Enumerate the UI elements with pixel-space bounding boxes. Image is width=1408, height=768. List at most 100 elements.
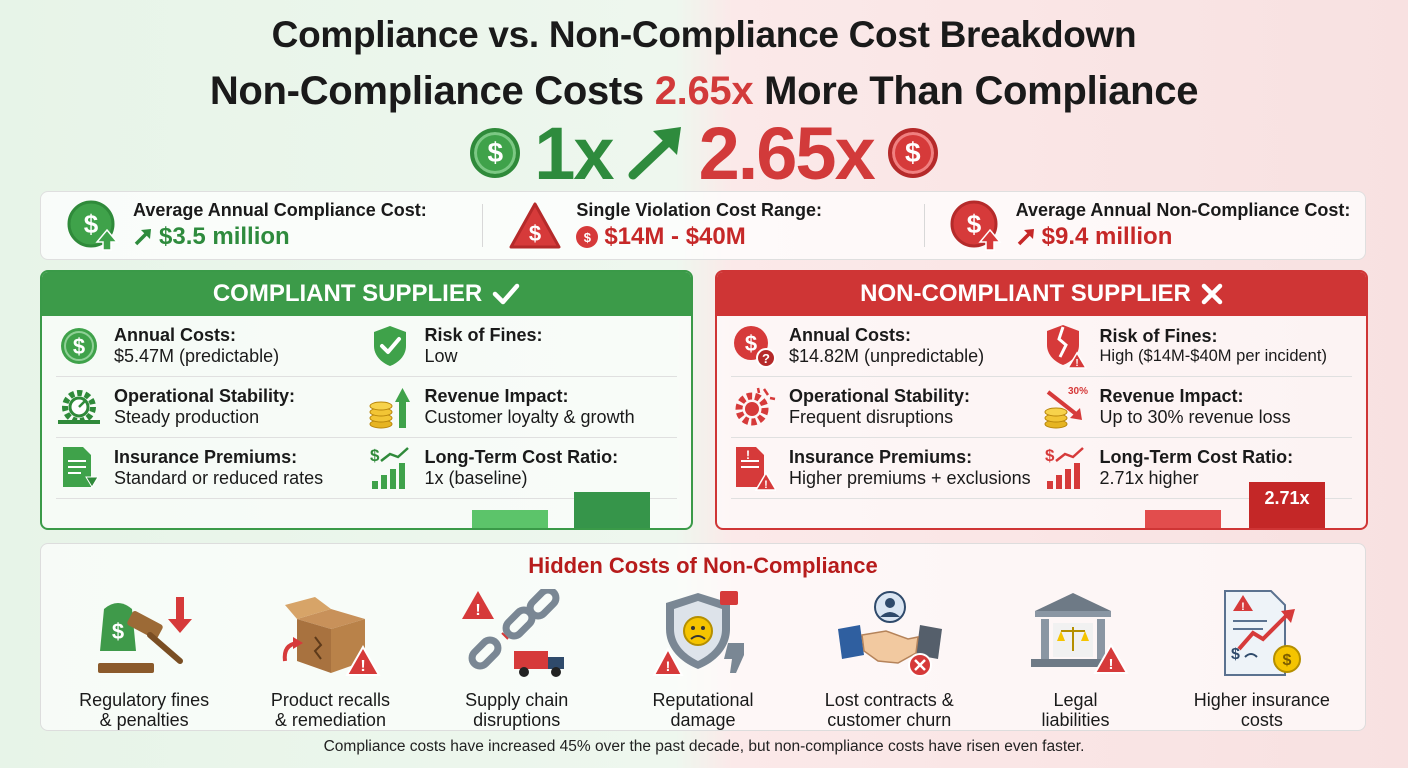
item-value: Customer loyalty & growth — [424, 407, 635, 427]
item-label: Insurance Premiums: — [114, 447, 298, 467]
sad-shield-thumbs-down-icon: ! — [648, 586, 758, 682]
growth-chart-icon: $ — [367, 445, 413, 491]
item-value: $5.47M (predictable) — [114, 346, 280, 366]
item-value: Higher premiums + exclusions — [789, 468, 1031, 488]
gear-gauge-icon — [56, 387, 102, 427]
svg-text:!: ! — [361, 658, 366, 675]
hidden-cost-caption: Regulatory fines & penalties — [79, 690, 210, 730]
dollar-coin-icon: $ — [470, 128, 521, 178]
footnote: Compliance costs have increased 45% over… — [323, 738, 1085, 755]
item-label: Risk of Fines: — [424, 325, 543, 345]
svg-text:$: $ — [1231, 646, 1240, 663]
stat-compliance-cost: $ Average Annual Compliance Cost: $3.5 m… — [41, 192, 482, 259]
hidden-cost-caption: Legal liabilities — [1041, 690, 1110, 730]
svg-text:!: ! — [1108, 656, 1113, 673]
up-arrow-icon — [134, 229, 151, 246]
item-insurance-premiums: !! Insurance Premiums: Higher premiums + … — [731, 438, 1042, 498]
svg-text:!: ! — [1075, 358, 1078, 369]
svg-text:30%: 30% — [1068, 386, 1088, 397]
item-label: Revenue Impact: — [424, 386, 569, 406]
panel-row: !! Insurance Premiums: Higher premiums + … — [731, 438, 1352, 499]
stat-value-text: $3.5 million — [159, 223, 290, 250]
item-label: Long-Term Cost Ratio: — [424, 447, 619, 467]
item-label: Revenue Impact: — [1099, 386, 1244, 406]
subtitle-highlight: 2.65x — [654, 69, 754, 113]
broken-chain-truck-icon: ! — [461, 586, 572, 682]
svg-text:$: $ — [370, 446, 380, 465]
hidden-cost-caption: Reputational damage — [652, 690, 754, 730]
broken-shield-icon: ! — [1042, 323, 1088, 369]
subtitle-post: More Than Compliance — [753, 69, 1199, 113]
gavel-moneybag-icon: $ — [84, 586, 204, 682]
stat-value: $ $14M - $40M — [576, 223, 822, 251]
hidden-cost-caption: Supply chain disruptions — [465, 690, 569, 730]
svg-text:!: ! — [475, 602, 480, 619]
document-warning-icon: !! — [731, 445, 777, 491]
dollar-circle-icon: $ — [56, 326, 102, 366]
item-value: Low — [424, 346, 458, 366]
ratio-bar-label: 2.71x — [1264, 488, 1310, 508]
item-annual-costs: $ Annual Costs: $5.47M (predictable) — [56, 316, 367, 376]
svg-text:!: ! — [1241, 601, 1245, 613]
hidden-costs-title: Hidden Costs of Non-Compliance — [528, 553, 878, 578]
item-operational-stability: Operational Stability: Steady production — [56, 377, 367, 437]
hidden-costs-section: Hidden Costs of Non-Compliance $ Regulat… — [40, 543, 1366, 731]
item-value: 2.71x higher — [1099, 468, 1199, 488]
panel-row: $ Annual Costs: $5.47M (predictable) Risk… — [56, 316, 677, 377]
shield-check-icon — [367, 324, 413, 368]
item-value: High ($14M-$40M per incident) — [1099, 347, 1327, 365]
coins-arrow-up-icon — [367, 384, 413, 430]
x-mark-icon — [1201, 283, 1223, 305]
svg-text:!: ! — [746, 448, 750, 462]
svg-text:!: ! — [666, 658, 671, 674]
hidden-cost-item: Lost contracts & customer churn — [799, 586, 979, 730]
courthouse-scales-icon: ! — [1021, 586, 1131, 682]
compliance-multiplier: 1x — [534, 111, 614, 195]
dollar-up-icon: $ — [67, 200, 119, 251]
item-label: Annual Costs: — [789, 325, 912, 345]
panel-row: $? Annual Costs: $14.82M (unpredictable) … — [731, 316, 1352, 377]
hidden-cost-item: ! Reputational damage — [613, 586, 793, 730]
item-value: Standard or reduced rates — [114, 468, 324, 488]
panel-grid: $ Annual Costs: $5.47M (predictable) Risk… — [42, 316, 691, 528]
dollar-question-icon: $? — [731, 324, 777, 368]
growth-chart-icon: $ — [1042, 445, 1088, 491]
panel-row: Insurance Premiums: Standard or reduced r… — [56, 438, 677, 499]
item-label: Operational Stability: — [789, 386, 971, 406]
hidden-cost-caption: Lost contracts & customer churn — [824, 690, 954, 730]
panel-title: COMPLIANT SUPPLIER — [212, 280, 483, 307]
multiplier-banner: $ 1x 2.65x $ — [0, 111, 1408, 195]
item-annual-costs: $? Annual Costs: $14.82M (unpredictable) — [731, 316, 1042, 376]
stats-bar: $ Average Annual Compliance Cost: $3.5 m… — [40, 191, 1366, 260]
stat-value-text: $14M - $40M — [604, 223, 746, 250]
panel-header: COMPLIANT SUPPLIER — [42, 272, 691, 316]
item-long-term-ratio: $ Long-Term Cost Ratio: 2.71x higher — [1042, 438, 1353, 498]
page-subtitle: Non-Compliance Costs 2.65x More Than Com… — [0, 69, 1408, 114]
svg-text:$: $ — [745, 331, 757, 356]
svg-text:$: $ — [966, 209, 981, 239]
item-revenue-impact: 30% Revenue Impact: Up to 30% revenue los… — [1042, 377, 1353, 437]
warning-dollar-icon: $ — [509, 202, 561, 248]
svg-text:!: ! — [764, 479, 768, 491]
stat-value: $3.5 million — [133, 223, 427, 251]
dollar-up-icon: $ — [950, 200, 1002, 251]
svg-text:$: $ — [84, 209, 99, 239]
page-title: Compliance vs. Non-Compliance Cost Break… — [271, 14, 1137, 55]
svg-text:?: ? — [762, 351, 770, 366]
panel-row: Operational Stability: Frequent disruptio… — [731, 377, 1352, 438]
ratio-bar-light — [1145, 510, 1221, 528]
item-value: Up to 30% revenue loss — [1099, 407, 1291, 427]
compliant-supplier-panel: COMPLIANT SUPPLIER $ Annual Costs: $5.47M… — [40, 270, 693, 530]
item-label: Annual Costs: — [114, 325, 237, 345]
up-arrow-icon — [1017, 229, 1034, 246]
item-label: Long-Term Cost Ratio: — [1099, 447, 1294, 467]
hidden-costs-list: $ Regulatory fines & penalties — [41, 586, 1365, 730]
insurance-doc-chart-icon: ! $ $ — [1207, 586, 1317, 682]
svg-text:$: $ — [1282, 652, 1291, 669]
hidden-cost-item: ! Supply chain disruptions — [427, 586, 607, 730]
stat-violation-range: $ Single Violation Cost Range: $ $14M - … — [482, 192, 923, 259]
panel-row: Operational Stability: Steady production … — [56, 377, 677, 438]
item-label: Insurance Premiums: — [789, 447, 973, 467]
hidden-cost-item: $ Regulatory fines & penalties — [54, 586, 234, 730]
panel-title: NON-COMPLIANT SUPPLIER — [860, 280, 1191, 307]
